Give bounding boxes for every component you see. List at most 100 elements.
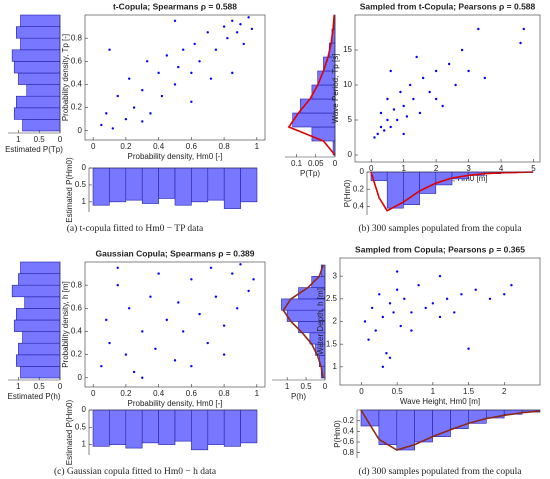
x-tick-label: 0 bbox=[91, 142, 96, 151]
point bbox=[141, 89, 144, 92]
hist-bar bbox=[26, 84, 61, 97]
x-tick-label: 0.5 bbox=[301, 382, 313, 391]
hist-bar bbox=[16, 95, 61, 109]
y-tick-label: 0.4 bbox=[353, 202, 365, 211]
point bbox=[190, 100, 193, 104]
hist-bar bbox=[378, 409, 398, 445]
point bbox=[190, 364, 193, 368]
point bbox=[467, 69, 470, 73]
x-tick-label: 0 bbox=[323, 382, 328, 391]
point bbox=[116, 266, 119, 269]
point bbox=[399, 90, 402, 94]
point bbox=[381, 365, 385, 369]
hist-bar bbox=[191, 409, 209, 451]
point bbox=[418, 111, 422, 115]
y-axis-label: Wave Period, Tp [s] bbox=[331, 54, 340, 124]
y-axis-label: P(Hm0) bbox=[333, 420, 342, 448]
hist-bar bbox=[223, 409, 241, 447]
point bbox=[438, 315, 442, 319]
point bbox=[242, 42, 245, 46]
hist-bar bbox=[92, 409, 110, 447]
point bbox=[105, 318, 108, 322]
hist-bar bbox=[223, 167, 241, 209]
point bbox=[386, 97, 389, 101]
fit-curve bbox=[287, 14, 336, 156]
y-tick-label: 0.4 bbox=[343, 426, 355, 435]
hist-bar bbox=[109, 167, 127, 203]
point bbox=[376, 132, 379, 136]
y-axis-label: P(Hm0) bbox=[343, 179, 352, 207]
point bbox=[214, 48, 218, 51]
hist-bar bbox=[18, 273, 61, 286]
point bbox=[209, 77, 213, 80]
point bbox=[438, 274, 442, 278]
hist-bar bbox=[16, 308, 61, 321]
hist-bar bbox=[125, 409, 143, 449]
x-tick-label: 0.5 bbox=[392, 387, 404, 396]
point bbox=[363, 320, 367, 323]
point bbox=[231, 71, 234, 75]
caption: (a) t-copula fitted to Hm0 − TP data bbox=[67, 223, 204, 234]
hist-bar bbox=[207, 409, 225, 445]
x-tick-label: 0 bbox=[369, 164, 374, 173]
x-tick-label: 0 bbox=[333, 159, 338, 168]
point bbox=[488, 297, 492, 301]
y-tick-label: 2.5 bbox=[326, 294, 338, 303]
y-tick-label: 1.5 bbox=[326, 339, 338, 348]
hist-bar bbox=[141, 167, 159, 204]
chart-title: Sampled from Copula; Pearsons ρ = 0.365 bbox=[355, 244, 525, 254]
caption: (d) 300 samples populated from the copul… bbox=[358, 466, 522, 477]
x-tick-label: 2 bbox=[502, 387, 507, 396]
hist-bar bbox=[141, 409, 159, 444]
x-axis-label: Wave Height, Hm0 [m] bbox=[400, 397, 480, 406]
y-tick-label: 0.8 bbox=[71, 33, 83, 42]
point bbox=[373, 136, 376, 139]
y-tick-label: 0 bbox=[82, 163, 87, 172]
axes-frame bbox=[84, 261, 266, 388]
point bbox=[421, 76, 425, 80]
y-tick-label: 1 bbox=[82, 197, 87, 206]
x-axis-label: Probability density, Hm0 [-] bbox=[128, 399, 223, 408]
point bbox=[116, 283, 119, 287]
y-tick-label: 1 bbox=[333, 362, 338, 371]
hist-bar bbox=[240, 167, 258, 203]
point bbox=[124, 117, 128, 121]
point bbox=[209, 266, 213, 269]
point bbox=[474, 288, 477, 291]
y-axis-label: Estimated P(Hm0) bbox=[65, 399, 74, 465]
x-tick-label: 1 bbox=[431, 387, 436, 396]
point bbox=[388, 356, 392, 359]
point bbox=[434, 69, 438, 73]
y-tick-label: 0.5 bbox=[75, 422, 87, 431]
point bbox=[460, 48, 464, 52]
hist-bar bbox=[396, 409, 415, 451]
point bbox=[124, 353, 128, 356]
chart-title: Gaussian Copula; Spearmans ρ = 0.389 bbox=[95, 248, 254, 258]
point bbox=[386, 118, 389, 122]
y-tick-label: 0.2 bbox=[71, 103, 83, 112]
hist-bar bbox=[174, 167, 192, 206]
y-axis-label: Estimated P(Hm0) bbox=[65, 157, 74, 223]
point bbox=[424, 306, 427, 310]
y-tick-label: 0 bbox=[78, 126, 83, 135]
y-tick-label: 0.2 bbox=[71, 350, 83, 359]
point bbox=[383, 129, 386, 132]
x-tick-label: 0.4 bbox=[153, 389, 165, 398]
point bbox=[395, 270, 399, 273]
point bbox=[154, 347, 157, 351]
point bbox=[402, 132, 405, 136]
axes-frame bbox=[84, 14, 266, 141]
hist-bar bbox=[92, 167, 110, 206]
point bbox=[173, 359, 177, 362]
point bbox=[385, 352, 388, 355]
hist-bar bbox=[158, 409, 176, 445]
point bbox=[392, 108, 396, 111]
chart-title: t-Copula; Spearmans ρ = 0.588 bbox=[113, 1, 237, 11]
y-tick-label: 5 bbox=[348, 115, 353, 124]
hist-bar bbox=[109, 409, 127, 445]
point bbox=[132, 106, 136, 109]
point bbox=[173, 19, 177, 22]
caption: (c) Gaussian copula fitted to Hm0 − h da… bbox=[54, 466, 217, 477]
point bbox=[100, 123, 103, 127]
point bbox=[105, 112, 108, 115]
